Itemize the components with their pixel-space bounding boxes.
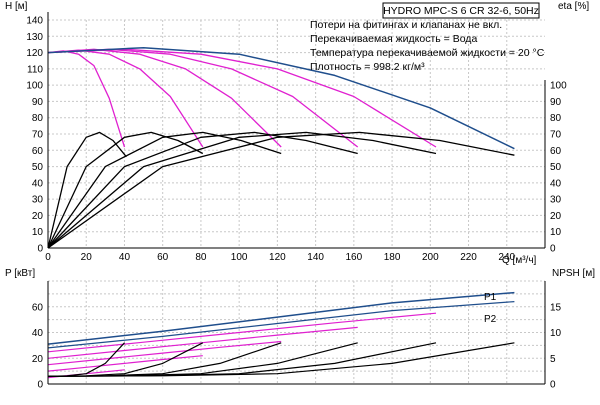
axes [47,12,546,385]
x-tick-label: 220 [460,252,477,263]
grid [47,19,545,385]
efficiency-curve-6 [47,131,127,249]
power-curve-3 [47,355,203,372]
head-curve-max-5 [47,46,515,150]
head-curve-2 [47,48,282,148]
y-axis-label-head: H [м] [5,1,28,12]
y-tick-label-power: 60 [32,302,44,313]
note-temperature: Температура перекачиваемой жидкости = 20… [310,47,545,59]
y-tick-label-head: 80 [32,113,44,124]
y-tick-label-head: 130 [26,32,43,43]
y2-axis-label-npsh: NPSH [м] [552,268,595,279]
x-tick-label: 80 [195,252,207,263]
y-tick-label-head: 50 [32,162,44,173]
y2-tick-label-npsh: 0 [550,380,556,391]
efficiency-curve-7 [47,131,204,249]
x-tick-label: 240 [498,252,515,263]
y-tick-label-head: 120 [26,48,43,59]
note-losses: Потери на фитингах и клапанах не вкл. [310,19,502,31]
series-label-p1: P1 [484,292,497,303]
y-tick-label-power: 40 [32,328,44,339]
y2-tick-label-eta: 0 [550,244,556,255]
note-density: Плотность = 998.2 кг/м³ [310,61,425,73]
tick-labels: 0 20 40 60 80 100 120 140 160 180 200 220 2400102030… [26,16,567,391]
y-tick-label-power: 0 [37,380,43,391]
y-tick-label-power: 20 [32,354,44,365]
title-box [382,2,540,19]
y-tick-label-head: 40 [32,178,44,189]
y2-tick-label-eta: 30 [550,195,562,206]
x-tick-label: 20 [81,252,93,263]
y-axis-label-power: P [кВт] [5,268,35,279]
power-curve-5 [47,326,358,359]
note-liquid: Перекачиваемая жидкость = Вода [310,33,477,45]
y2-tick-label-eta: 40 [550,178,562,189]
efficiency-curve-8 [47,131,282,249]
y-tick-label-head: 90 [32,97,44,108]
x-tick-label: 60 [157,252,169,263]
y-tick-label-head: 100 [26,81,43,92]
y-tick-label-head: 20 [32,211,44,222]
efficiency-curve-9 [47,131,358,249]
y-tick-label-head: 10 [32,227,44,238]
power-curve-4 [47,340,282,366]
curves [47,46,515,379]
y2-tick-label-npsh: 5 [550,354,556,365]
y-tick-label-head: 30 [32,195,44,206]
y2-tick-label-npsh: 15 [550,302,562,313]
x-tick-label: 140 [307,252,324,263]
x-tick-label: 200 [422,252,439,263]
y2-tick-label-eta: 50 [550,162,562,173]
y-tick-label-head: 0 [37,244,43,255]
efficiency-curve-11 [47,131,515,249]
y2-tick-label-eta: 100 [550,81,567,92]
x-tick-label: 40 [119,252,131,263]
series-label-p2: P2 [484,314,497,325]
efficiency-curve-10 [47,131,437,249]
npsh-curve-12 [47,342,515,377]
power-p2-curve-1 [47,301,515,349]
y2-tick-label-eta: 20 [550,211,562,222]
y2-tick-label-eta: 90 [550,97,562,108]
y2-tick-label-npsh: 10 [550,328,562,339]
y2-axis-label-eta: eta [%] [558,1,589,12]
x-tick-label: 180 [384,252,401,263]
x-tick-label: 100 [231,252,248,263]
chart-title: HYDRO MPC-S 6 CR 32-6, 50Hz [383,5,539,17]
x-tick-label: 0 [45,252,51,263]
y-tick-label-head: 70 [32,130,44,141]
head-curve-1 [47,49,204,148]
y2-tick-label-eta: 60 [550,146,562,157]
y-tick-label-head: 140 [26,16,43,27]
y2-tick-label-eta: 80 [550,113,562,124]
x-axis-label-flow: Q [м³/ч] [502,255,537,266]
power-curve-6 [47,312,437,353]
x-tick-label: 160 [346,252,363,263]
x-tick-label: 120 [269,252,286,263]
y2-tick-label-eta: 70 [550,130,562,141]
y2-tick-label-eta: 10 [550,227,562,238]
y-tick-label-head: 60 [32,146,44,157]
power-p1-curve-0 [47,291,515,345]
y-tick-label-head: 110 [27,64,43,75]
